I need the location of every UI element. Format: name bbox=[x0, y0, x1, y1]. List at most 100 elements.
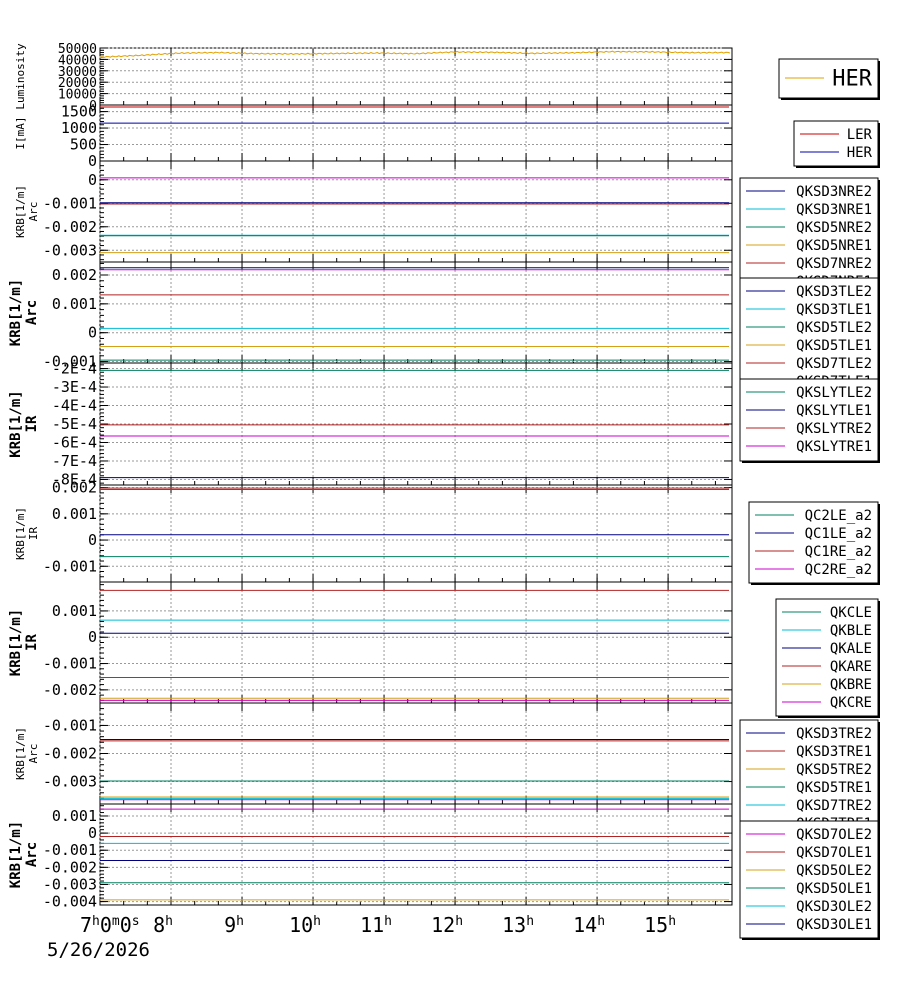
y-axis-label-line: IR bbox=[24, 415, 40, 432]
plot-frame bbox=[99, 261, 733, 364]
x-tick-label: 9h bbox=[224, 913, 244, 937]
y-tick-label: -0.002 bbox=[43, 681, 97, 699]
y-tick-label: 10000 bbox=[58, 88, 97, 103]
y-axis-label-line: KRB[1/m] bbox=[14, 507, 27, 560]
legend-arc4: QKSD7OLE2 QKSD7OLE1 QKSD5OLE2 QKSD5OLE1 QKSD… bbox=[739, 820, 880, 940]
legend-arc3: QKSD3TRE2 QKSD3TRE1 QKSD5TRE2 QKSD5TRE1 QKSD… bbox=[739, 719, 880, 840]
y-tick-label: 0.001 bbox=[52, 295, 97, 313]
legend-entry: LER bbox=[847, 127, 873, 143]
legend-entry: QKSLYTRE2 bbox=[796, 421, 872, 437]
plot-frame bbox=[99, 160, 733, 263]
y-axis-label-line: KRB[1/m] bbox=[8, 821, 24, 888]
y-tick-label: 20000 bbox=[58, 76, 97, 91]
y-tick-label: 0.002 bbox=[52, 266, 97, 284]
y-axis-label-line: Arc bbox=[27, 202, 40, 222]
y-axis-label-line: KRB[1/m] bbox=[14, 185, 27, 238]
legend-ir1: QKSLYTLE2 QKSLYTLE1 QKSLYTRE2 QKSLYTRE1 bbox=[739, 378, 880, 463]
y-tick-label: -4E-4 bbox=[52, 397, 97, 415]
legend-entry: QKSLYTLE1 bbox=[796, 403, 872, 419]
x-tick-label: 14h bbox=[573, 913, 605, 937]
y-tick-label: -0.001 bbox=[43, 841, 97, 859]
legend-entry: QKCLE bbox=[830, 605, 872, 621]
y-tick-label: -0.001 bbox=[43, 557, 97, 575]
legend-entry: QKSD3TLE1 bbox=[796, 302, 872, 318]
legend-current: LER HER bbox=[793, 120, 880, 168]
y-axis-label-line: IR bbox=[24, 634, 40, 651]
y-tick-label: 0.002 bbox=[52, 479, 97, 497]
legend-entry: QKSD5TRE2 bbox=[796, 762, 872, 778]
legend-entry: QKSLYTLE2 bbox=[796, 385, 872, 401]
y-tick-label: -0.004 bbox=[43, 893, 97, 911]
y-axis-label-line: KRB[1/m] bbox=[8, 279, 24, 346]
legend-entry: HER bbox=[847, 145, 873, 161]
legend-entry: QKBLE bbox=[830, 623, 872, 639]
x-tick-label: 15h bbox=[644, 913, 676, 937]
legend-entry: QKSD7OLE2 bbox=[796, 827, 872, 843]
y-tick-label: 40000 bbox=[58, 53, 97, 68]
y-tick-label: -2E-4 bbox=[52, 360, 97, 378]
legend-entry: QKARE bbox=[830, 659, 872, 675]
legend-entry: QKSD3TRE1 bbox=[796, 744, 872, 760]
y-axis-label-line: Arc bbox=[24, 842, 40, 867]
x-tick-label: 11h bbox=[360, 913, 392, 937]
legend-entry: QKSD3TRE2 bbox=[796, 726, 872, 742]
legend-entry: QKSD3TLE2 bbox=[796, 284, 872, 300]
y-axis-label: KRB[1/m] Arc bbox=[14, 185, 40, 238]
legend-entry: QC2RE_a2 bbox=[805, 562, 872, 578]
legend-entry: QC2LE_a2 bbox=[805, 508, 872, 524]
legend-entry: QKALE bbox=[830, 641, 872, 657]
legend-entry: QKSD5NRE2 bbox=[796, 220, 872, 236]
legend-box bbox=[739, 277, 879, 397]
legend-entry: QKSD5OLE1 bbox=[796, 881, 872, 897]
y-tick-label: -3E-4 bbox=[52, 378, 97, 396]
y-tick-label: 0 bbox=[88, 324, 97, 342]
x-tick-label: 12h bbox=[431, 913, 463, 937]
y-tick-label: -8E-4 bbox=[52, 470, 97, 488]
plot-frame bbox=[99, 581, 733, 704]
legend-box bbox=[739, 820, 879, 939]
y-tick-label: -5E-4 bbox=[52, 415, 97, 433]
legend-entry: QKSD3OLE2 bbox=[796, 899, 872, 915]
y-axis-label: KRB[1/m] Arc bbox=[14, 727, 40, 780]
y-tick-label: -0.001 bbox=[43, 716, 97, 734]
legend-entry: QC1LE_a2 bbox=[805, 526, 872, 542]
y-tick-label: -0.001 bbox=[43, 655, 97, 673]
legend-box bbox=[739, 719, 879, 839]
y-axis-label: KRB[1/m] Arc bbox=[8, 821, 40, 888]
y-tick-label: 0 bbox=[88, 171, 97, 189]
y-tick-label: 500 bbox=[70, 136, 97, 154]
plot-frame bbox=[99, 484, 733, 583]
legend-entry: QKSD7NRE2 bbox=[796, 256, 872, 272]
panel-arc2: 0.002 0.001 0 -0.001 KRB[1/m] Arc bbox=[8, 261, 733, 371]
series-HER bbox=[99, 50, 731, 59]
y-tick-label: -0.001 bbox=[43, 353, 97, 371]
legend-entry: QC1RE_a2 bbox=[805, 544, 872, 560]
legend-box bbox=[793, 120, 879, 167]
y-tick-label: 1000 bbox=[61, 119, 97, 137]
legend-entry: QKCRE bbox=[830, 695, 872, 711]
y-tick-label: 0 bbox=[89, 99, 97, 114]
y-tick-label: -0.003 bbox=[43, 241, 97, 259]
y-tick-label: -0.003 bbox=[43, 773, 97, 791]
y-axis-label: KRB[1/m] IR bbox=[8, 390, 40, 457]
legend-entry: QKSD7OLE1 bbox=[796, 845, 872, 861]
y-axis-label-line: Arc bbox=[27, 744, 40, 764]
legend-entry: QKSD3NRE2 bbox=[796, 184, 872, 200]
y-tick-label: -0.002 bbox=[43, 858, 97, 876]
y-tick-label: 0.001 bbox=[52, 602, 97, 620]
legend-entry: QKBRE bbox=[830, 677, 872, 693]
y-axis-label: I[mA] bbox=[14, 116, 27, 149]
y-axis-label-line: I[mA] bbox=[14, 116, 27, 149]
plot-frame bbox=[99, 47, 733, 106]
legend-arc2: QKSD3TLE2 QKSD3TLE1 QKSD5TLE2 QKSD5TLE1 QKSD… bbox=[739, 277, 880, 398]
plot-frame bbox=[99, 803, 733, 906]
y-tick-label: -7E-4 bbox=[52, 452, 97, 470]
legend-box bbox=[775, 598, 879, 717]
plot-frame bbox=[99, 104, 733, 162]
y-axis-label-line: Arc bbox=[24, 300, 40, 325]
legend-entry: QKSD3OLE1 bbox=[796, 917, 872, 933]
